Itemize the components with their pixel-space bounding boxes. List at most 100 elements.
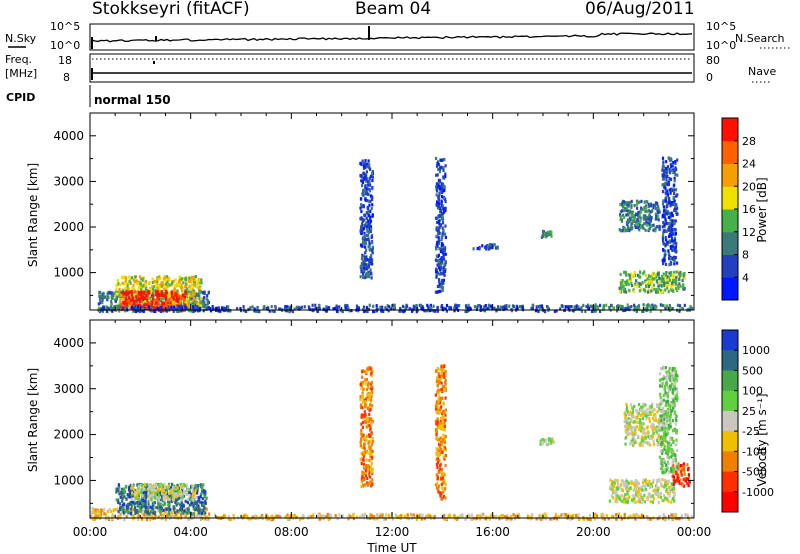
data-cell [384,517,387,521]
data-cell [673,183,676,187]
data-cell [152,300,155,304]
data-cell [650,224,653,228]
data-cell [623,202,626,206]
data-cell [437,241,440,245]
data-cell [128,275,131,279]
data-cell [153,298,156,302]
data-cell [121,496,124,500]
data-cell [161,281,164,285]
data-cell [409,307,412,311]
data-cell [655,430,658,434]
data-cell [624,416,627,420]
data-cell [167,495,170,499]
data-cell [168,512,171,516]
data-cell [191,500,194,504]
data-cell [199,286,202,290]
data-cell [390,307,393,311]
data-cell [141,494,144,498]
data-cell [211,305,214,309]
data-cell [445,309,448,313]
data-cell [672,168,675,172]
data-cell [630,428,633,432]
data-cell [165,307,168,311]
data-cell [646,223,649,227]
data-cell [645,206,648,210]
data-cell [667,517,670,521]
data-cell [440,468,443,472]
data-cell [387,514,390,518]
data-cell [134,505,137,509]
data-cell [361,218,364,222]
data-cell [168,504,171,509]
data-cell [125,515,128,519]
data-cell [639,515,642,519]
data-cell [665,189,668,193]
data-cell [642,436,645,440]
data-cell [164,278,167,282]
data-cell [673,188,676,192]
data-cell [222,306,225,310]
data-cell [435,156,438,161]
data-cell [363,370,366,374]
data-cell [644,199,647,204]
data-cell [676,193,679,197]
data-cell [653,418,656,422]
data-cell [134,490,137,494]
data-cell [645,219,648,224]
data-cell [639,413,642,417]
data-cell [438,192,441,196]
data-cell [658,287,661,291]
data-cell [657,207,660,211]
data-cell [627,423,630,427]
data-cell [652,223,655,227]
data-cell [203,300,206,305]
data-cell [224,515,227,519]
data-cell [165,303,168,307]
data-cell [672,219,675,223]
data-cell [167,515,170,519]
data-cell [360,264,363,268]
data-cell [360,227,363,231]
data-cell [426,515,430,519]
data-cell [198,306,202,311]
data-cell [192,506,195,511]
data-cell [363,164,366,168]
data-cell [663,223,666,227]
data-cell [411,515,415,519]
data-cell [432,304,435,308]
data-cell [187,279,191,283]
data-cell [662,240,665,244]
data-cell [633,219,636,223]
data-cell [663,170,666,174]
data-cell [371,437,374,441]
data-cell [236,307,239,311]
data-cell [444,373,447,377]
data-cell [437,194,440,198]
data-cell [678,277,681,281]
data-cell [106,298,109,302]
data-cell [205,507,208,511]
data-cell [441,443,444,447]
data-cell [665,212,668,216]
data-cell [127,292,130,296]
data-cell [363,472,366,476]
data-cell [186,497,189,501]
nsearch-tick-high: 10^5 [706,20,736,33]
data-cell [198,278,202,282]
data-cell [128,279,131,283]
y-tick-label: 2000 [53,220,84,234]
data-cell [364,189,367,193]
data-cell [648,304,651,308]
data-cell [657,443,660,447]
data-cell [322,307,325,311]
data-cell [647,205,650,209]
data-cell [376,517,379,521]
data-cell [122,487,126,491]
data-cell [92,508,95,512]
data-cell [188,493,191,498]
data-cell [185,282,188,286]
data-cell [399,514,402,518]
data-cell [641,309,644,314]
data-cell [369,183,372,187]
data-cell [442,254,445,259]
